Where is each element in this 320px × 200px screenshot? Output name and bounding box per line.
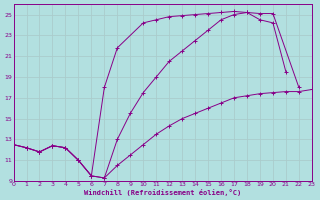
X-axis label: Windchill (Refroidissement éolien,°C): Windchill (Refroidissement éolien,°C)	[84, 189, 241, 196]
